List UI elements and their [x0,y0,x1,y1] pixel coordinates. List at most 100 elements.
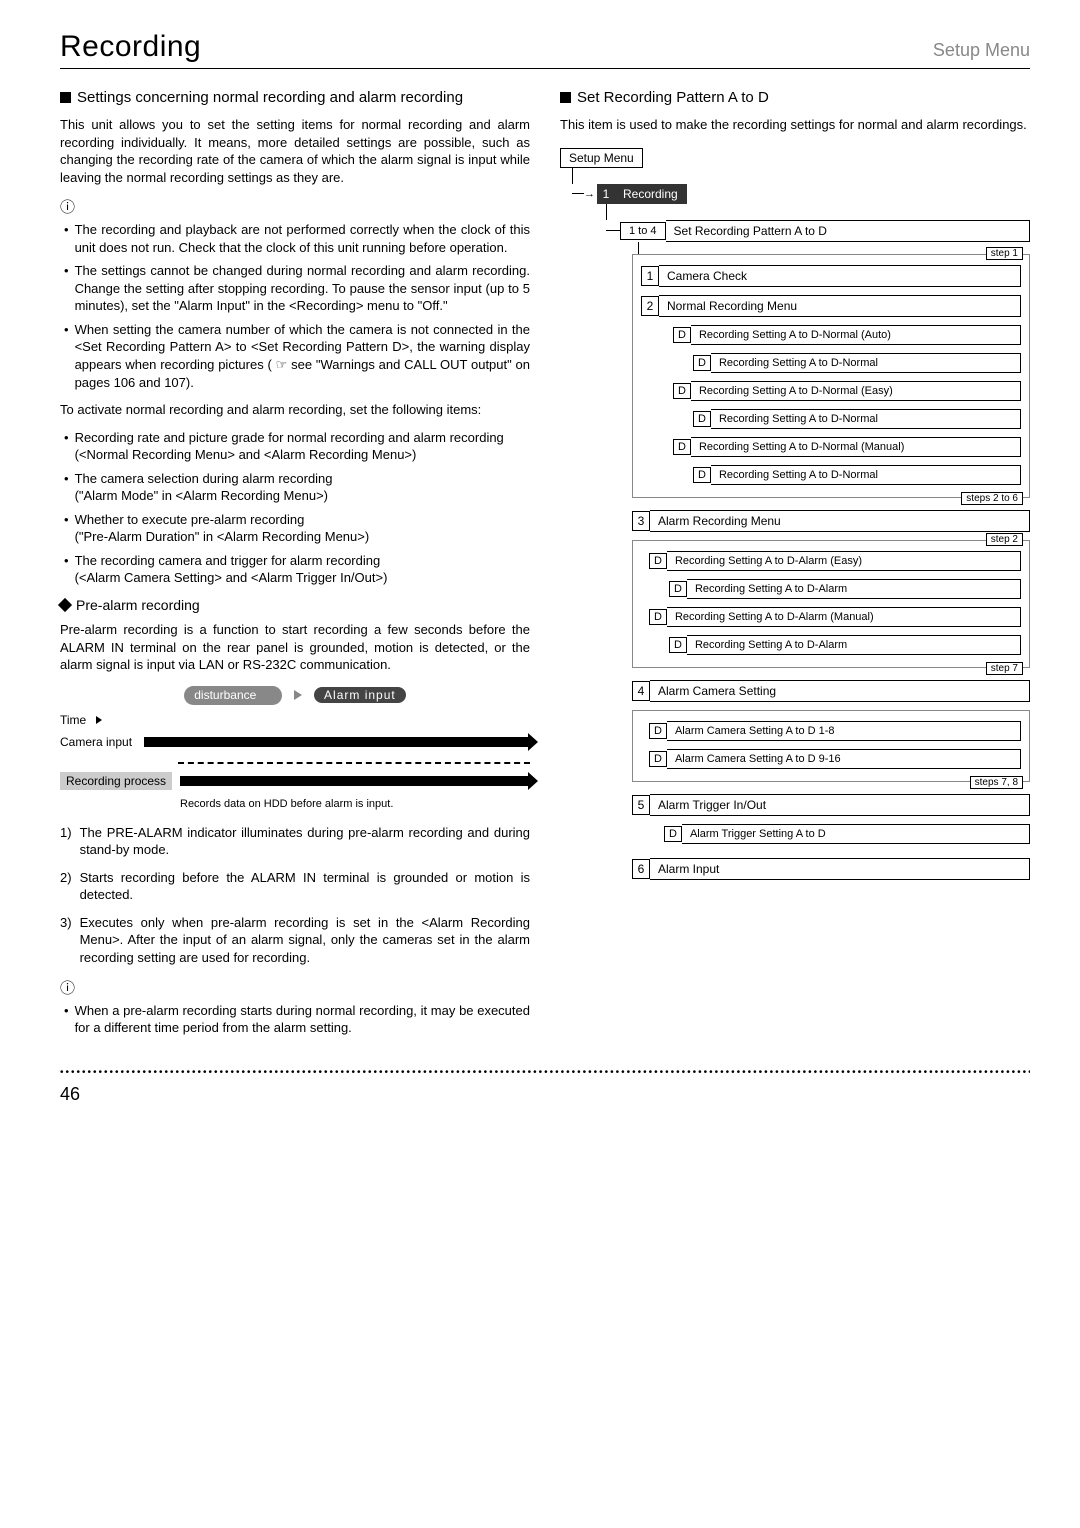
diagram-row-dashed [60,757,530,764]
tree-group-2: step 2 D Recording Setting A to D-Alarm … [632,540,1030,668]
d-box: D [649,553,667,569]
tree-item: Recording Setting A to D-Alarm [687,579,1021,599]
tree-num: 3 [632,511,650,531]
numbered-item: 2)Starts recording before the ALARM IN t… [60,869,530,904]
tree-pattern: Set Recording Pattern A to D [666,220,1030,242]
page-subtitle: Setup Menu [933,40,1030,61]
d-box: D [649,751,667,767]
tree-node: D Alarm Camera Setting A to D 1-8 [649,721,1021,741]
activate-item: Whether to execute pre-alarm recording (… [64,511,530,546]
d-box: D [693,467,711,483]
tree-node: 4 Alarm Camera Setting [632,680,1030,702]
heading-text: Set Recording Pattern A to D [577,89,769,106]
tree-setup-menu: Setup Menu [560,148,643,168]
diagram-row-top: disturbance ≋ Alarm input [60,686,530,705]
tree-node: 2 Normal Recording Menu [641,295,1021,317]
activate-list: Recording rate and picture grade for nor… [60,429,530,587]
tree-node: D Recording Setting A to D-Normal [693,465,1021,485]
tree-node: D Recording Setting A to D-Alarm [669,635,1021,655]
tree-recording: Recording [615,184,687,204]
recording-process-label: Recording process [60,772,172,790]
warn-item: The settings cannot be changed during no… [64,262,530,315]
tree-node: 6 Alarm Input [632,858,1030,880]
heading-text: Settings concerning normal recording and… [77,89,463,106]
disturbance-pill: disturbance ≋ [184,686,282,705]
tree-group-3: D Alarm Camera Setting A to D 1-8 D Alar… [632,710,1030,782]
tree-num: 6 [632,859,650,879]
d-box: D [649,609,667,625]
tree-item: Alarm Trigger In/Out [650,794,1030,816]
footer-dots: ••••••••••••••••••••••••••••••••••••••••… [60,1067,1030,1078]
warning-list-2: When a pre-alarm recording starts during… [60,1002,530,1037]
wavy-icon: ≋ [260,687,272,704]
tree-num: 1 [641,266,659,286]
d-box: D [664,826,682,842]
page-header: Recording Setup Menu [60,30,1030,69]
menu-tree: Setup Menu → 1 Recording 1 to 4 Set Reco… [560,148,1030,880]
tree-num: 2 [641,296,659,316]
tree-item: Recording Setting A to D-Normal [711,465,1021,485]
right-column: Set Recording Pattern A to D This item i… [560,89,1030,1047]
page: Recording Setup Menu Settings concerning… [0,0,1080,1135]
arrow-icon [180,776,530,786]
tree-item: Camera Check [659,265,1021,287]
triangle-icon [96,716,102,724]
tree-node: D Recording Setting A to D-Normal (Manua… [673,437,1021,457]
step-tag: steps 7, 8 [970,776,1023,789]
time-label: Time [60,713,86,727]
step-tag: step 7 [986,662,1023,675]
prealarm-text: Pre-alarm recording is a function to sta… [60,621,530,674]
numbered-item: 3)Executes only when pre-alarm recording… [60,914,530,967]
prealarm-diagram: disturbance ≋ Alarm input Time Camera in… [60,686,530,810]
camera-input-label: Camera input [60,735,132,749]
tree-item: Alarm Recording Menu [650,510,1030,532]
step-tag: step 1 [986,247,1023,260]
step-tag: steps 2 to 6 [961,492,1023,505]
tree-item: Alarm Trigger Setting A to D [682,824,1030,844]
d-box: D [673,439,691,455]
d-box: D [669,581,687,597]
tree-group-1: step 1 1 Camera Check 2 Normal Recording… [632,254,1030,498]
warning-icon: ⓘ [60,196,530,217]
diagram-row-time: Time [60,713,530,727]
d-box: D [693,355,711,371]
tree-item: Recording Setting A to D-Normal [711,353,1021,373]
tree-item: Recording Setting A to D-Alarm [687,635,1021,655]
tree-item: Recording Setting A to D-Alarm (Easy) [667,551,1021,571]
section-heading-pattern: Set Recording Pattern A to D [560,89,1030,106]
diagram-row-process: Recording process [60,772,530,790]
square-icon [60,92,71,103]
tree-node: 3 Alarm Recording Menu [632,510,1030,532]
warn-item: When setting the camera number of which … [64,321,530,391]
numbered-list: 1)The PRE-ALARM indicator illuminates du… [60,824,530,967]
warning-list-1: The recording and playback are not perfo… [60,221,530,391]
warn-item: When a pre-alarm recording starts during… [64,1002,530,1037]
subheading-prealarm: Pre-alarm recording [60,597,530,613]
square-icon [560,92,571,103]
d-box: D [673,383,691,399]
tree-item: Recording Setting A to D-Normal (Auto) [691,325,1021,345]
tree-item: Recording Setting A to D-Normal (Manual) [691,437,1021,457]
tree-item: Normal Recording Menu [659,295,1021,317]
activate-item: Recording rate and picture grade for nor… [64,429,530,464]
warn-item: The recording and playback are not perfo… [64,221,530,256]
tree-node: D Recording Setting A to D-Normal [693,409,1021,429]
tree-num: 1 [597,184,615,204]
activate-text: To activate normal recording and alarm r… [60,401,530,419]
left-column: Settings concerning normal recording and… [60,89,530,1047]
page-title: Recording [60,30,201,64]
activate-item: The recording camera and trigger for ala… [64,552,530,587]
page-number: 46 [60,1084,1030,1105]
tree-node: D Alarm Camera Setting A to D 9-16 [649,749,1021,769]
diagram-caption: Records data on HDD before alarm is inpu… [180,798,530,810]
tree-node: D Recording Setting A to D-Alarm [669,579,1021,599]
d-box: D [693,411,711,427]
d-box: D [669,637,687,653]
intro-text: This unit allows you to set the setting … [60,116,530,186]
dashed-line [178,762,530,764]
arrow-icon [144,737,530,747]
d-box: D [673,327,691,343]
tree-pattern-num: 1 to 4 [620,222,666,240]
triangle-right-icon [294,690,302,700]
tree-item: Recording Setting A to D-Normal (Easy) [691,381,1021,401]
